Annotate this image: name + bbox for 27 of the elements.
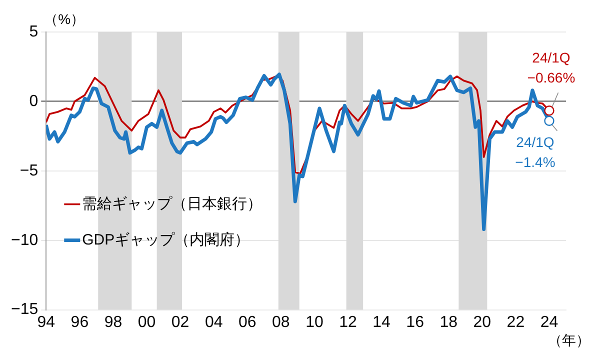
x-tick-label: 22: [506, 314, 525, 331]
y-tick-label: −15: [11, 301, 38, 318]
x-tick-label: 14: [372, 314, 391, 331]
x-axis-title: （年）: [548, 332, 590, 348]
legend-label: GDPギャップ（内閣府）: [82, 231, 250, 248]
x-tick-label: 12: [339, 314, 357, 331]
x-tick-label: 00: [138, 314, 156, 331]
x-tick-label: 96: [70, 314, 89, 331]
x-tick-label: 06: [238, 314, 256, 331]
x-tick-label: 04: [204, 314, 223, 331]
x-tick-label: 08: [272, 314, 290, 331]
x-tick-label: 24: [540, 314, 558, 331]
y-axis-title: （%）: [44, 11, 85, 27]
legend-label: 需給ギャップ（日本銀行）: [82, 195, 262, 212]
x-tick-label: 18: [440, 314, 458, 331]
x-tick-label: 20: [473, 314, 492, 331]
x-tick-label: 10: [306, 314, 324, 331]
x-tick-label: 02: [171, 314, 190, 331]
y-tick-label: 5: [29, 23, 38, 40]
y-tick-label: −10: [11, 232, 38, 249]
x-tick-label: 94: [37, 314, 56, 331]
y-tick-label: 0: [29, 92, 38, 110]
x-tick-label: 98: [104, 314, 122, 331]
annotation: 24/1Q −1.4%: [515, 134, 556, 170]
x-tick-label: 16: [406, 314, 424, 331]
annotation: 24/1Q −0.66%: [527, 49, 576, 86]
y-tick-label: −5: [20, 162, 38, 180]
